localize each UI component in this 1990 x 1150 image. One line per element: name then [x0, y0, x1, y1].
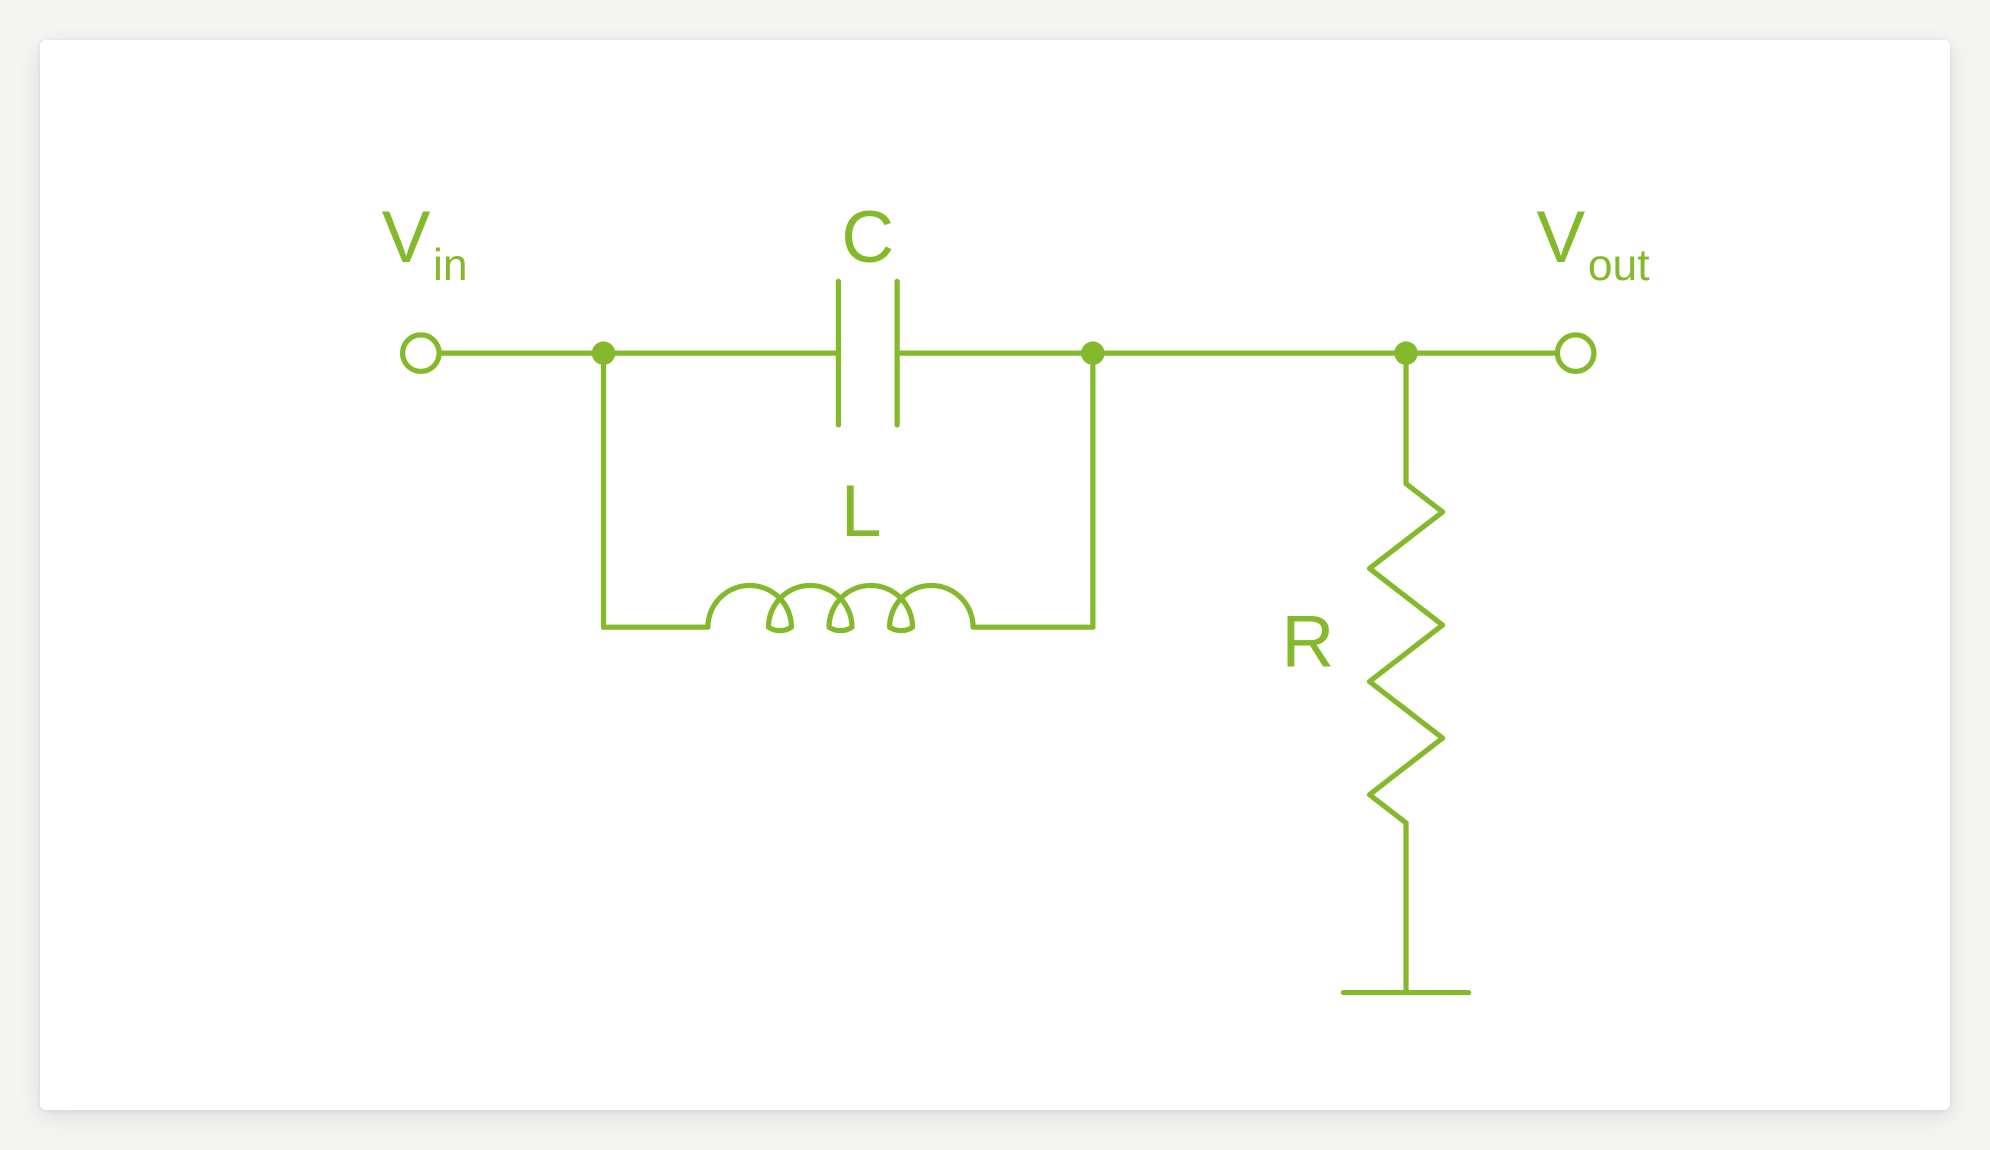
inductor-label: L [841, 471, 882, 552]
wires [439, 353, 1557, 992]
components [604, 281, 1469, 992]
vout-terminal [1557, 335, 1594, 372]
circuit-card: Vin Vout C L R [40, 40, 1950, 1110]
vin-label: Vin [382, 197, 468, 290]
vout-label: Vout [1537, 197, 1650, 290]
resistor [1370, 484, 1443, 823]
labels: Vin Vout C L R [382, 197, 1650, 683]
junction-node [592, 341, 615, 364]
resistor-label: R [1282, 601, 1335, 682]
circuit-diagram: Vin Vout C L R [40, 40, 1950, 1110]
junction-node [1394, 341, 1417, 364]
vin-terminal [403, 335, 440, 372]
inductor [604, 585, 1093, 630]
capacitor-label: C [841, 197, 894, 278]
junction-node [1081, 341, 1104, 364]
